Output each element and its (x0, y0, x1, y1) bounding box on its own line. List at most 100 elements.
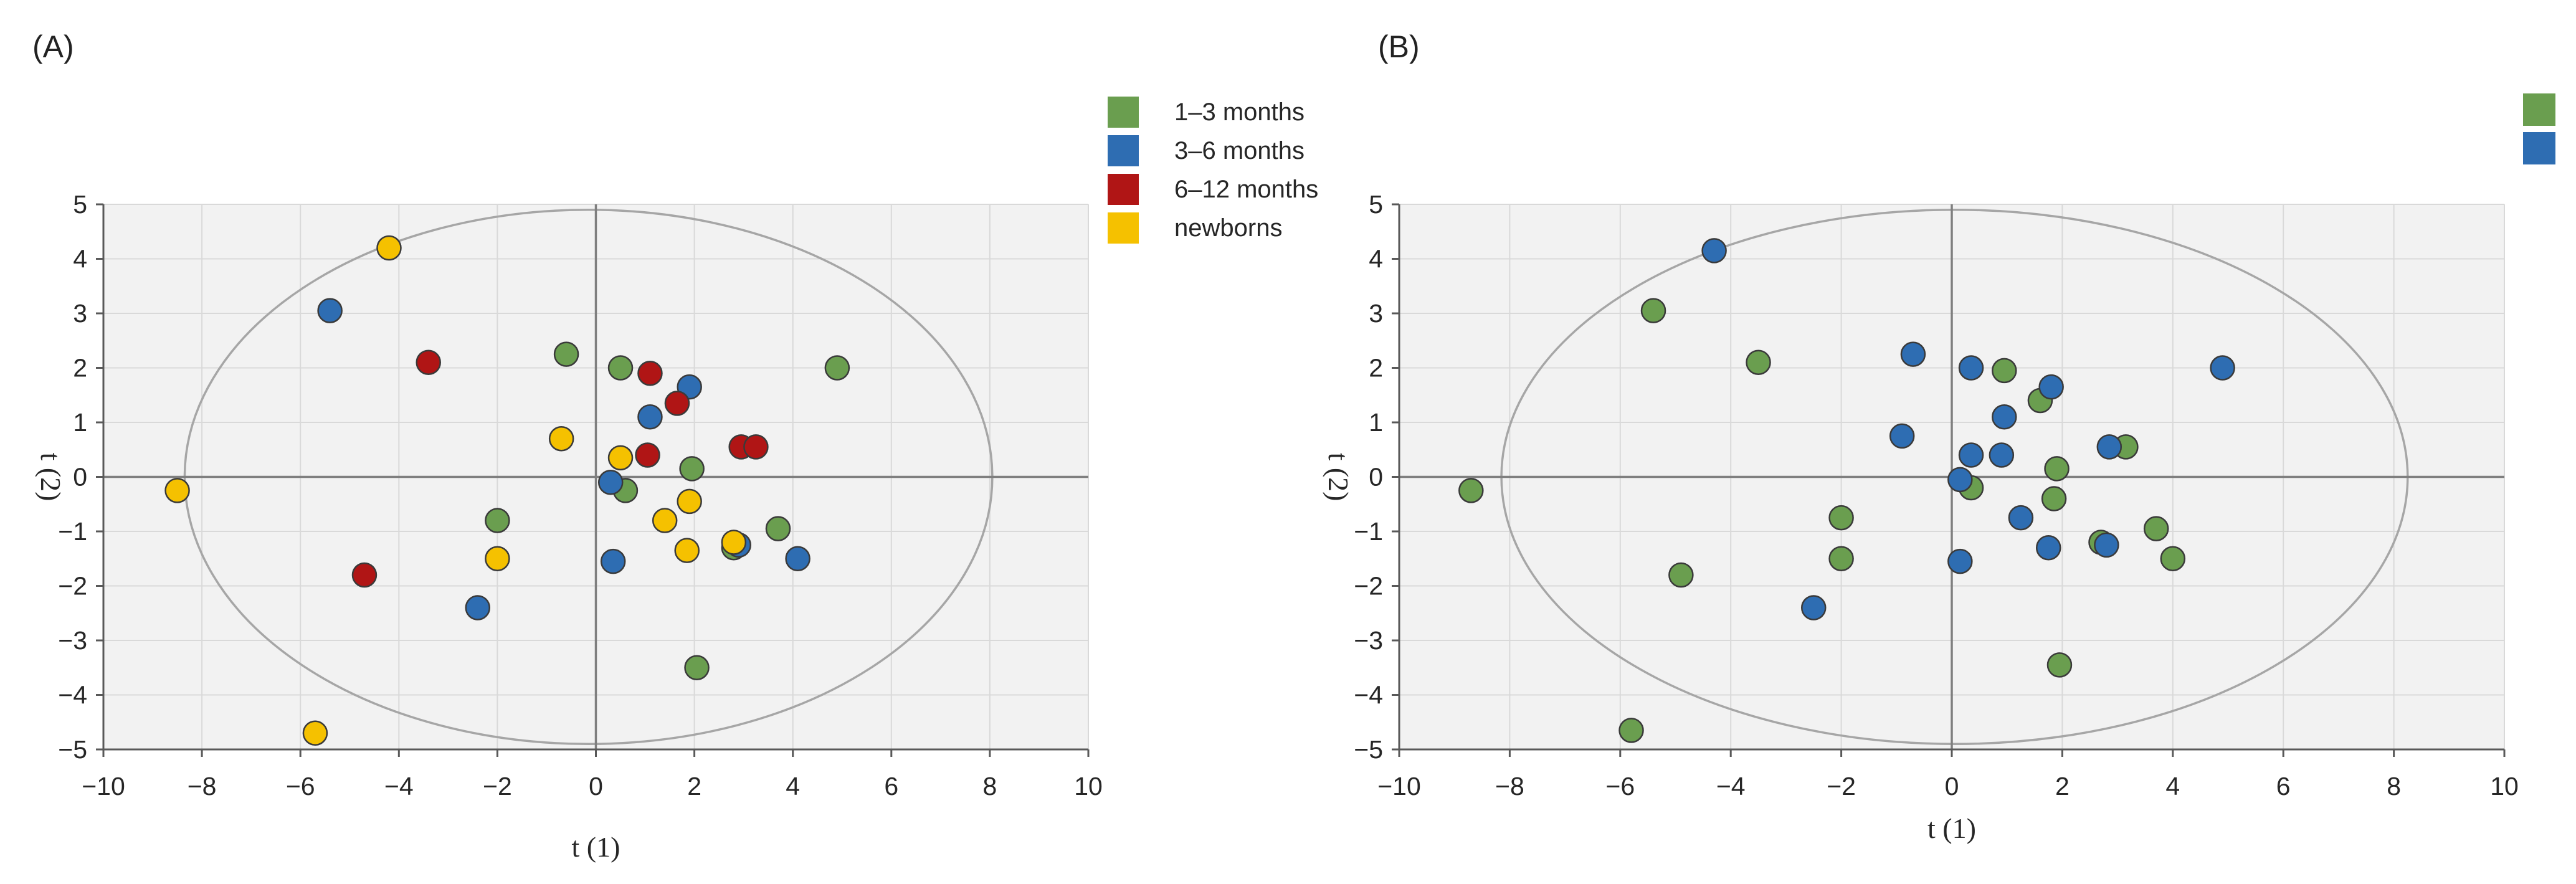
data-point (1992, 404, 2017, 430)
legend-label: 6–12 months (1174, 176, 1318, 203)
data-point (600, 548, 626, 574)
legend-swatch (1108, 174, 1139, 205)
data-point (164, 478, 190, 503)
x-tick-label: 0 (1945, 772, 1959, 801)
x-axis-label: t (1) (1927, 812, 1976, 844)
y-tick-label: 0 (73, 463, 87, 492)
data-point (2096, 434, 2122, 460)
data-point (1618, 718, 1644, 743)
y-tick-label: 4 (73, 245, 87, 273)
data-point (2008, 505, 2034, 531)
data-point (2143, 516, 2169, 541)
data-point (1958, 355, 1984, 381)
y-axis-label: t (2) (1323, 453, 1354, 501)
x-tick-label: −10 (1377, 772, 1421, 801)
data-point (1801, 595, 1827, 620)
y-tick-label: −4 (1354, 681, 1383, 710)
data-point (785, 546, 810, 571)
data-point (1989, 442, 2015, 468)
data-point (664, 391, 690, 416)
series-3 (351, 349, 769, 588)
y-tick-label: 0 (1369, 463, 1383, 492)
data-point (416, 349, 441, 375)
data-point (1746, 349, 1771, 375)
y-tick-label: 1 (1369, 408, 1383, 437)
data-point (1947, 467, 1973, 493)
y-tick-label: 5 (73, 190, 87, 219)
data-point (376, 235, 402, 261)
x-tick-label: −6 (1605, 772, 1635, 801)
x-tick-label: 8 (2387, 772, 2401, 801)
data-point (743, 434, 769, 460)
y-tick-label: 5 (1369, 190, 1383, 219)
panel-label: (B) (1378, 29, 1420, 64)
x-tick-label: −8 (1495, 772, 1524, 801)
data-point (637, 361, 663, 386)
y-tick-label: 3 (1369, 299, 1383, 328)
y-axis-label: t (2) (35, 453, 67, 501)
data-point (684, 655, 710, 680)
legend-swatch (2523, 132, 2555, 164)
data-point (1640, 298, 1666, 323)
data-point (548, 426, 574, 452)
panel-label: (A) (32, 29, 74, 64)
data-point (677, 488, 702, 515)
series-2 (1701, 238, 2235, 620)
data-point (1992, 358, 2017, 384)
data-point (1889, 423, 1915, 449)
series-4 (164, 235, 747, 746)
x-tick-label: −6 (286, 772, 315, 801)
x-tick-label: 6 (884, 772, 898, 801)
data-point (465, 595, 491, 620)
data-point (2046, 652, 2073, 678)
legend-swatch (2523, 93, 2555, 126)
data-point (1701, 238, 1727, 264)
data-point (1828, 505, 1854, 531)
data-point (351, 562, 378, 588)
x-tick-label: 4 (786, 772, 800, 801)
data-point (607, 445, 634, 471)
legend-label: 3–6 months (1174, 137, 1305, 164)
legend-label: newborns (1174, 214, 1282, 242)
data-point (2210, 355, 2235, 381)
y-tick-label: −3 (1354, 626, 1383, 655)
data-point (1828, 546, 1854, 571)
x-tick-label: 4 (2165, 772, 2180, 801)
data-point (302, 720, 328, 746)
data-point (2094, 532, 2119, 558)
y-tick-label: 4 (1369, 245, 1383, 273)
data-point (1458, 478, 1484, 503)
y-tick-label: 2 (1369, 354, 1383, 383)
x-tick-label: 10 (2490, 772, 2519, 801)
data-point (679, 456, 705, 482)
data-point (824, 355, 850, 381)
data-point (597, 470, 624, 495)
data-point (1958, 442, 1984, 468)
x-tick-label: 0 (589, 772, 603, 801)
x-axis-label: t (1) (572, 831, 620, 863)
x-tick-label: 8 (982, 772, 997, 801)
legend-swatch (1108, 97, 1139, 128)
data-point (485, 508, 510, 533)
data-point (317, 298, 343, 323)
x-tick-label: −10 (82, 772, 125, 801)
y-tick-label: −5 (1354, 735, 1383, 764)
data-point (1900, 341, 1926, 367)
data-point (635, 442, 660, 468)
y-tick-label: −2 (58, 572, 87, 601)
y-tick-label: 2 (73, 354, 87, 383)
x-tick-label: −4 (384, 772, 414, 801)
legend-swatch (1108, 135, 1139, 166)
data-point (553, 341, 579, 367)
y-tick-label: −5 (58, 735, 87, 764)
y-tick-label: 1 (73, 408, 87, 437)
y-tick-label: −1 (58, 517, 87, 546)
data-point (2160, 546, 2186, 571)
data-point (2041, 486, 2067, 511)
y-tick-label: −2 (1354, 572, 1383, 601)
y-tick-label: −4 (58, 681, 87, 710)
data-point (2035, 535, 2061, 561)
